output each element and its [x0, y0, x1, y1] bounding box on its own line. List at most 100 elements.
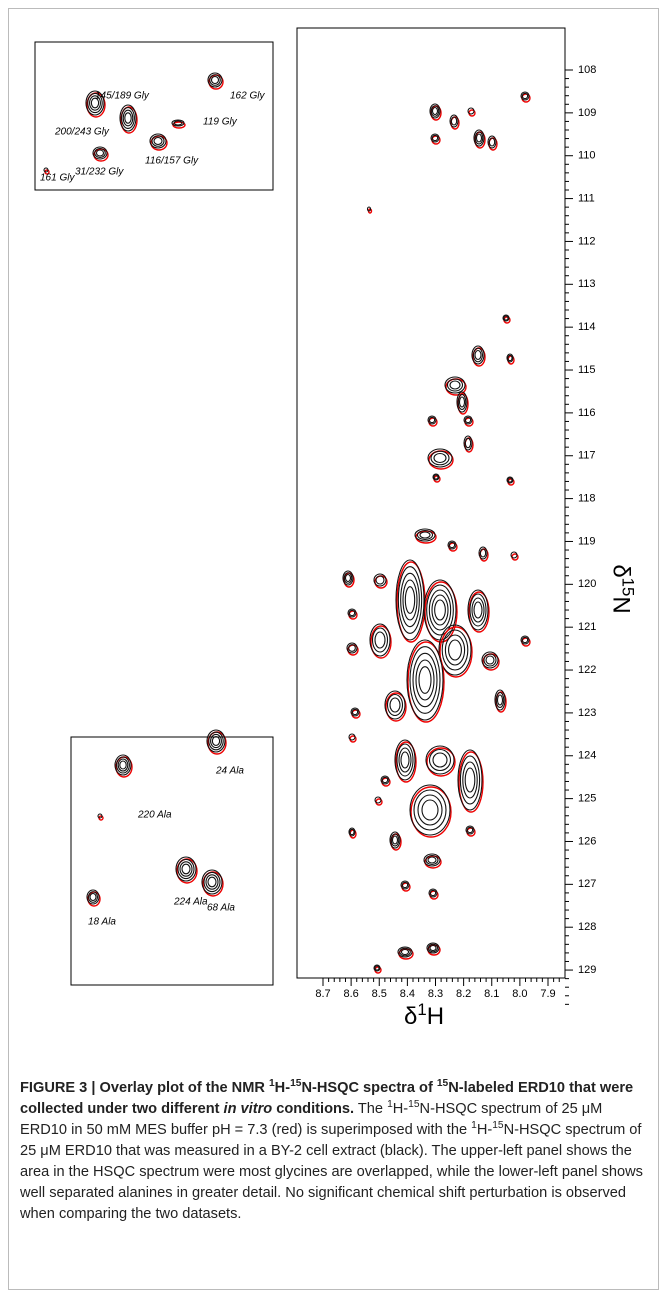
text-run: The	[354, 1101, 387, 1117]
x-tick-label: 8.3	[428, 988, 443, 1000]
text-run: H-	[393, 1101, 408, 1117]
text-run: 15	[492, 1120, 503, 1131]
y-tick-label: 122	[578, 664, 596, 676]
y-tick-label: 119	[578, 535, 596, 547]
contour-black	[125, 113, 131, 123]
contour-black	[120, 761, 126, 769]
x-tick-label: 8.7	[315, 988, 330, 1000]
text-run: 15	[290, 1078, 301, 1089]
contour-black	[442, 630, 468, 670]
y-tick-label: 121	[578, 621, 596, 633]
caption-body: The 1H-15N-HSQC spectrum of 25 μM ERD10 …	[20, 1101, 643, 1222]
contour-black	[422, 800, 438, 820]
y-tick-label: 128	[578, 921, 596, 933]
y-tick-label: 116	[578, 407, 596, 419]
contour-black	[402, 950, 409, 955]
contour-black	[430, 946, 436, 951]
contour-black	[410, 785, 450, 835]
contour-black	[435, 600, 446, 620]
contour-black	[419, 667, 431, 694]
text-run: 15	[619, 578, 638, 597]
x-tick-label: 8.2	[456, 988, 471, 1000]
peak-label: 161 Gly	[40, 173, 75, 184]
glycine-panel	[35, 42, 273, 190]
contour-black	[420, 532, 430, 538]
peak-label: 200/243 Gly	[54, 127, 110, 138]
contour-black	[395, 740, 415, 780]
y-tick-label: 110	[578, 150, 596, 162]
peak-label: 162 Gly	[230, 91, 265, 102]
contour-black	[90, 894, 96, 901]
caption: FIGURE 3 | Overlay plot of the NMR 1H-15…	[20, 1078, 650, 1225]
contour-black	[393, 836, 398, 844]
y-tick-label: 111	[578, 192, 595, 204]
contour-black	[477, 134, 482, 142]
figure: 1081091101111121131141151161171181191201…	[0, 0, 669, 1060]
peak-label: 24 Ala	[215, 766, 244, 777]
contour-black	[115, 755, 131, 775]
contour-black	[413, 653, 437, 706]
x-tick-label: 8.4	[400, 988, 415, 1000]
contour-black	[450, 381, 460, 389]
y-tick-label: 123	[578, 707, 596, 719]
contour-black	[401, 752, 409, 768]
x-tick-label: 8.5	[372, 988, 387, 1000]
peaks	[44, 73, 530, 973]
peak-label: 145/189 Gly	[95, 91, 150, 102]
contour-black	[428, 857, 436, 863]
contour-black	[202, 870, 222, 894]
contour-black	[489, 138, 494, 146]
contour-black	[468, 590, 488, 630]
peak-label: 220 Ala	[137, 810, 172, 821]
y-tick-label: 114	[578, 321, 596, 333]
contour-black	[498, 695, 503, 705]
y-tick-label: 127	[578, 878, 596, 890]
y-tick-label: 126	[578, 835, 596, 847]
contour-black	[398, 567, 421, 634]
contour-black	[390, 698, 400, 712]
contour-black	[433, 108, 438, 115]
y-tick-label: 120	[578, 578, 596, 590]
contour-black	[405, 587, 414, 614]
contour-black	[434, 454, 446, 463]
contour-black	[460, 397, 465, 407]
y-tick-label: 108	[578, 64, 596, 76]
text-run: FIGURE 3 | Overlay plot of the NMR	[20, 1080, 269, 1096]
contour-black	[480, 549, 485, 557]
contour-black	[486, 656, 494, 664]
x-tick-label: 8.0	[512, 988, 527, 1000]
contour-black	[426, 746, 454, 774]
peak-label: 31/232 Gly	[75, 167, 124, 178]
contour-black	[346, 575, 351, 582]
axes: 1081091101111121131141151161171181191201…	[40, 64, 596, 1004]
contour-black	[410, 647, 440, 714]
text-run: N	[608, 596, 635, 613]
contour-black	[465, 768, 475, 792]
y-tick-label: 109	[578, 107, 596, 119]
contour-black	[154, 138, 162, 145]
contour-black	[465, 438, 470, 447]
text-run: in vitro	[224, 1101, 273, 1117]
text-run: H-	[477, 1122, 492, 1138]
text-run: δ	[608, 564, 635, 577]
text-run: H-	[275, 1080, 290, 1096]
contour-black	[474, 602, 482, 618]
contour-black	[212, 737, 219, 746]
y-tick-label: 125	[578, 793, 596, 805]
contour-black	[176, 857, 196, 881]
y-tick-label: 129	[578, 964, 596, 976]
contour-black	[407, 640, 443, 720]
contour-black	[449, 640, 462, 660]
y-tick-label: 112	[578, 235, 596, 247]
peak-label: 116/157 Gly	[145, 156, 199, 167]
contour-black	[439, 625, 471, 675]
page: 1081091101111121131141151161171181191201…	[0, 0, 669, 1302]
y-tick-label: 115	[578, 364, 596, 376]
contour-black	[427, 585, 454, 635]
peak-label: 18 Ala	[88, 917, 116, 928]
y-axis-label: δ15N	[607, 564, 635, 613]
x-tick-label: 8.6	[343, 988, 358, 1000]
contour-black	[375, 632, 385, 648]
text-run: 1	[417, 1000, 426, 1019]
peak-label: 119 Gly	[203, 117, 238, 128]
